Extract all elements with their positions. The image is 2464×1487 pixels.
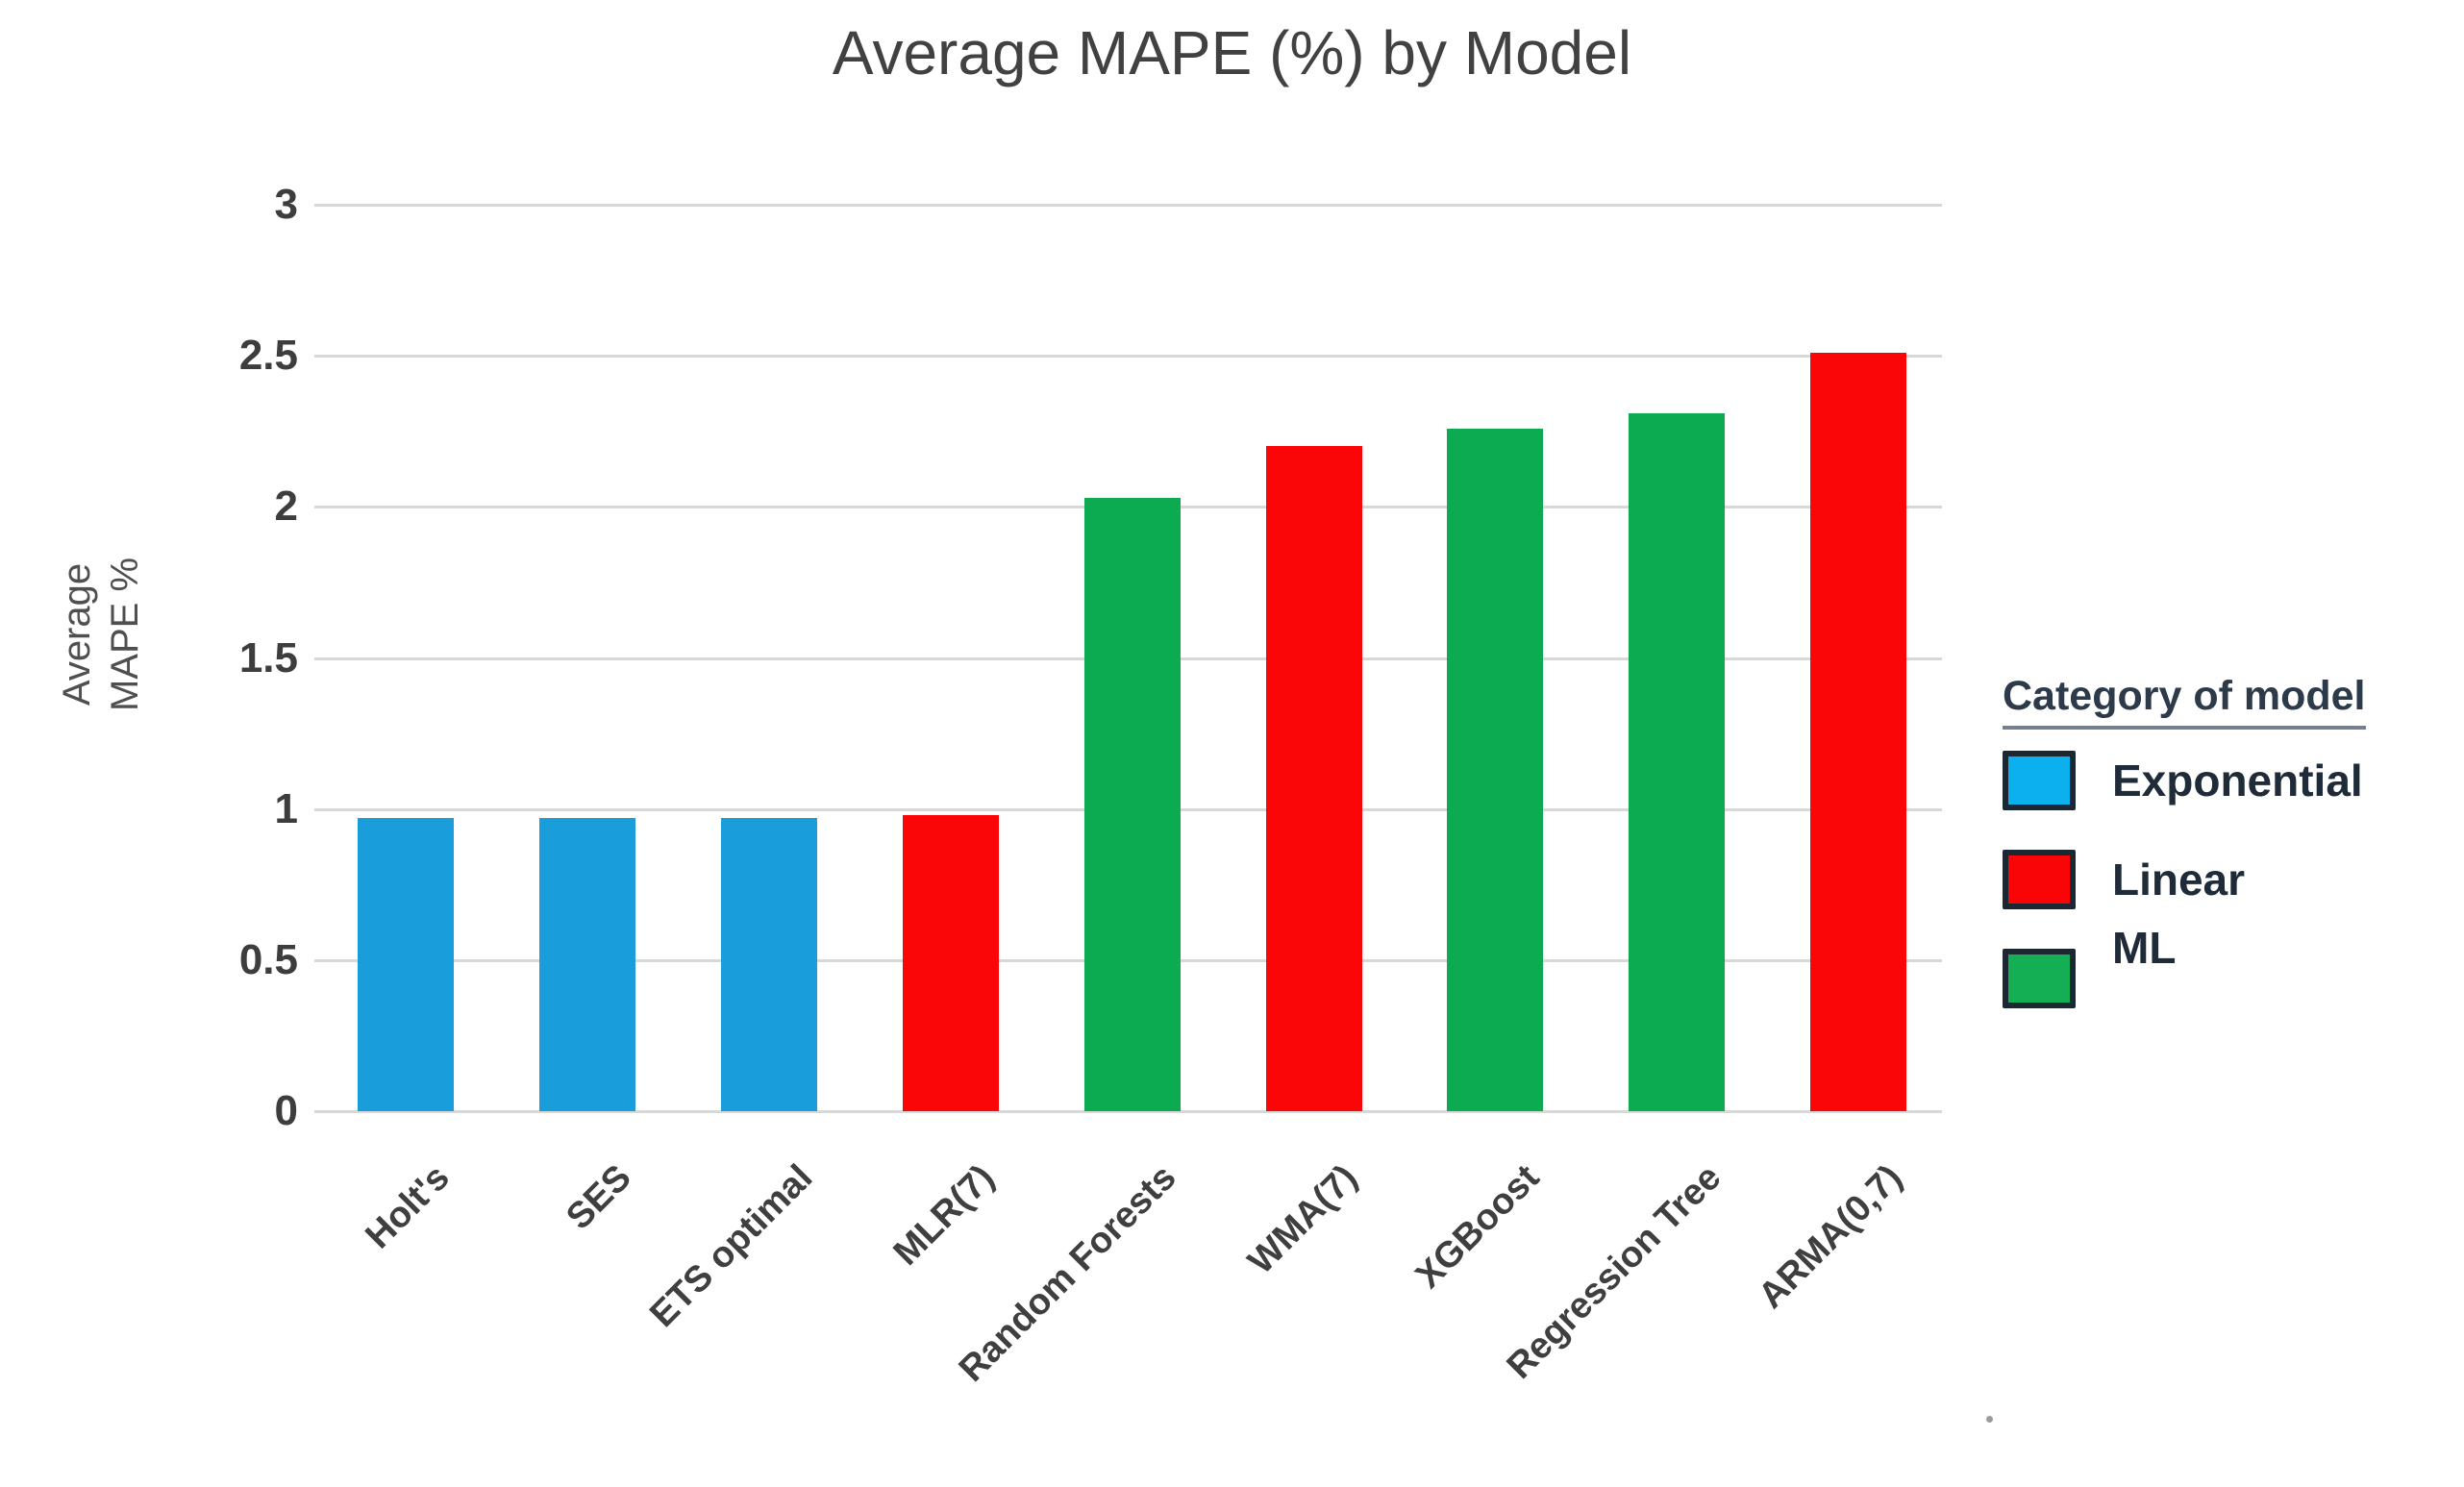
legend-item: Linear <box>2003 850 2464 909</box>
legend: Category of model Exponential Linear ML <box>2003 673 2464 1048</box>
plot-area <box>314 204 1942 1113</box>
legend-item: ML <box>2003 923 2464 1008</box>
bar <box>902 814 999 1111</box>
legend-swatch <box>2003 850 2076 909</box>
legend-item: Exponential <box>2003 751 2464 810</box>
bar <box>1810 353 1907 1111</box>
artifact-dot <box>1986 1416 1993 1423</box>
y-tick-label: 3 <box>274 181 298 228</box>
bar <box>1265 446 1362 1111</box>
x-tick-label: ETS optimal <box>642 1157 821 1335</box>
bar <box>1083 497 1181 1111</box>
legend-swatch <box>2003 751 2076 810</box>
y-tick-label: 0 <box>274 1087 298 1134</box>
chart-title: Average MAPE (%) by Model <box>832 18 1632 87</box>
legend-title: Category of model <box>2003 673 2366 730</box>
x-tick-label: XGBoost <box>1407 1157 1548 1297</box>
bar <box>1447 428 1544 1111</box>
legend-item-label: ML <box>2112 923 2177 973</box>
legend-items: Exponential Linear ML <box>2003 751 2464 1008</box>
y-tick-label: 1 <box>274 784 298 832</box>
y-tick-label: 0.5 <box>238 935 298 983</box>
legend-item-label: Linear <box>2112 855 2246 905</box>
legend-swatch <box>2003 949 2076 1008</box>
y-tick-label: 2 <box>274 483 298 531</box>
bar <box>538 818 635 1111</box>
gridline <box>314 355 1942 359</box>
y-axis-tick-labels: 3 2.5 2 1.5 1 0.5 0 <box>0 181 298 1134</box>
x-tick-label: MLR(7) <box>885 1157 1003 1274</box>
bar <box>358 818 454 1111</box>
x-axis-tick-labels: Holt's SES ETS optimal MLR(7) Random Forests… <box>314 1111 1942 1487</box>
y-tick-label: 2.5 <box>238 332 298 380</box>
x-tick-label: ARMA(0,7) <box>1751 1157 1910 1317</box>
gridline <box>314 1110 1942 1113</box>
x-tick-label: SES <box>559 1157 639 1238</box>
x-tick-label: WMA(7) <box>1240 1157 1366 1282</box>
gridline <box>314 204 1942 207</box>
bar <box>1629 412 1726 1111</box>
legend-item-label: Exponential <box>2112 756 2363 805</box>
x-tick-label: Holt's <box>358 1157 458 1257</box>
bar <box>720 818 817 1111</box>
y-tick-label: 1.5 <box>238 633 298 682</box>
